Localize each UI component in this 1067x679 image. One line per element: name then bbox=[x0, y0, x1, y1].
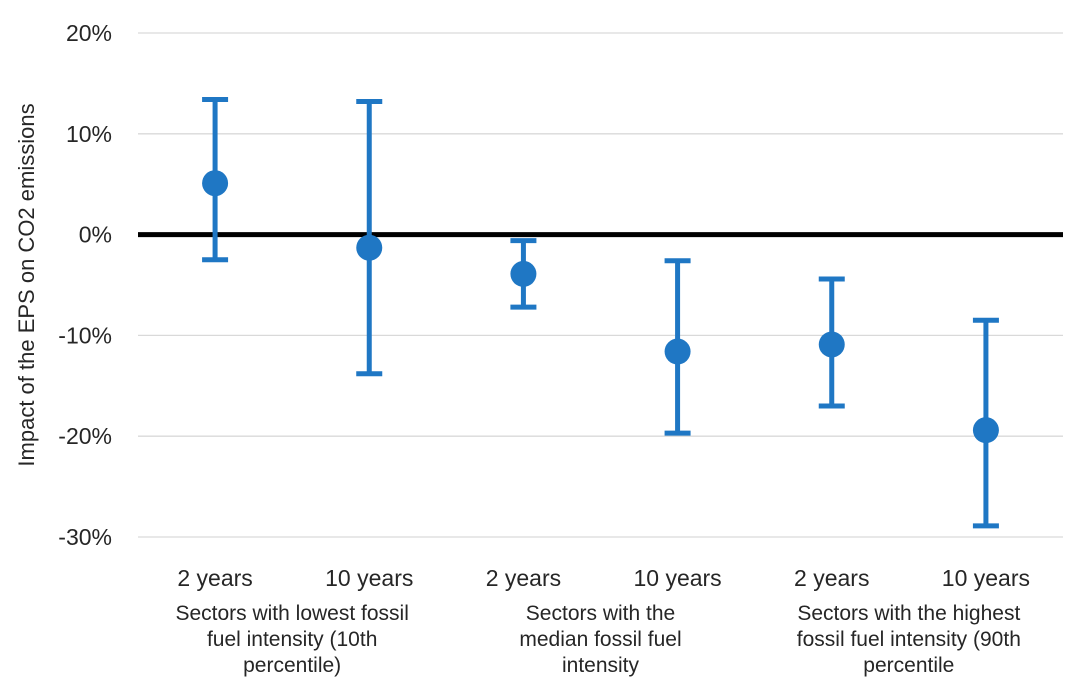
error-bar-point bbox=[202, 97, 229, 263]
y-tick-label: 10% bbox=[66, 121, 112, 147]
estimate-point bbox=[818, 331, 845, 358]
group-label-line: Sectors with the bbox=[526, 602, 675, 625]
group-label-line: Sectors with lowest fossil bbox=[175, 602, 408, 625]
x-category-label: 2 years bbox=[177, 565, 252, 591]
estimate-point bbox=[356, 234, 383, 261]
y-tick-label: -10% bbox=[58, 322, 112, 348]
estimate-point bbox=[510, 260, 537, 287]
y-tick-label: -20% bbox=[58, 423, 112, 449]
y-tick-label: 0% bbox=[79, 222, 112, 248]
error-bar-point bbox=[510, 238, 537, 310]
group-label-line: fuel intensity (10th bbox=[207, 628, 377, 651]
y-tick-labels: 20% 10% 0% -10% -20% -30% bbox=[58, 20, 112, 550]
group-labels: Sectors with lowest fossil fuel intensity… bbox=[175, 602, 1020, 677]
x-category-label: 10 years bbox=[633, 565, 721, 591]
error-bar-point bbox=[356, 99, 383, 377]
group-label: Sectors with the highest fossil fuel inte… bbox=[797, 602, 1021, 677]
group-label-line: percentile bbox=[863, 654, 954, 677]
y-axis-title: Impact of the EPS on CO2 emissions bbox=[14, 103, 39, 466]
x-category-label: 10 years bbox=[325, 565, 413, 591]
x-category-label: 2 years bbox=[486, 565, 561, 591]
group-label: Sectors with the median fossil fuel intens… bbox=[519, 602, 681, 677]
error-bar-point bbox=[972, 317, 999, 529]
group-label-line: Sectors with the highest bbox=[797, 602, 1020, 625]
x-category-label: 2 years bbox=[794, 565, 869, 591]
y-tick-label: -30% bbox=[58, 524, 112, 550]
group-label-line: intensity bbox=[562, 654, 640, 677]
error-bar-point bbox=[664, 258, 691, 436]
error-bar-points bbox=[202, 97, 999, 529]
group-label: Sectors with lowest fossil fuel intensity… bbox=[175, 602, 408, 677]
group-label-line: fossil fuel intensity (90th bbox=[797, 628, 1021, 651]
gridlines bbox=[138, 32, 1063, 538]
x-category-labels: 2 years 10 years 2 years 10 years 2 years 10 … bbox=[177, 565, 1030, 591]
estimate-point bbox=[202, 170, 229, 197]
error-bar-point bbox=[818, 276, 845, 409]
group-label-line: median fossil fuel bbox=[519, 628, 681, 651]
y-tick-label: 20% bbox=[66, 20, 112, 46]
group-label-line: percentile) bbox=[243, 654, 341, 677]
x-category-label: 10 years bbox=[942, 565, 1030, 591]
estimate-point bbox=[664, 338, 691, 365]
estimate-point bbox=[972, 417, 999, 444]
